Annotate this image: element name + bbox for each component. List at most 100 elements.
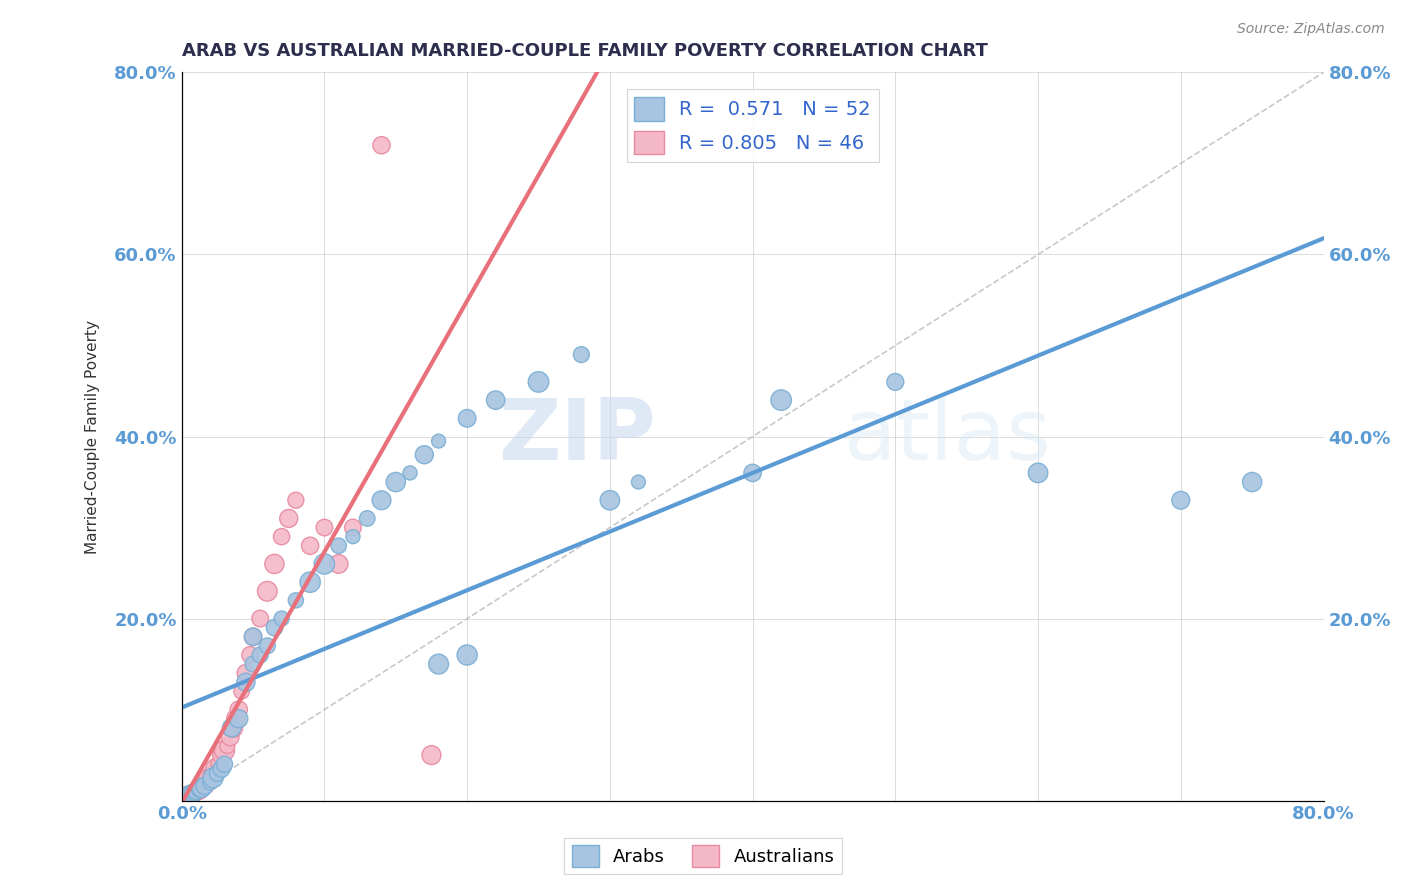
Point — [256, 639, 278, 653]
Point — [176, 789, 198, 804]
Point — [190, 780, 212, 795]
Point — [193, 779, 215, 793]
Point — [207, 766, 229, 780]
Point — [284, 493, 307, 508]
Point — [217, 739, 239, 753]
Point — [242, 657, 264, 671]
Point — [1241, 475, 1264, 489]
Point — [208, 757, 231, 772]
Point — [884, 375, 907, 389]
Point — [242, 630, 264, 644]
Text: ZIP: ZIP — [498, 395, 655, 478]
Point — [569, 348, 592, 362]
Point — [456, 411, 478, 425]
Point — [342, 530, 364, 544]
Point — [183, 785, 205, 799]
Point — [284, 593, 307, 607]
Point — [263, 557, 285, 571]
Point — [342, 520, 364, 534]
Point — [190, 780, 212, 795]
Point — [270, 611, 292, 625]
Point — [1026, 466, 1049, 480]
Text: Source: ZipAtlas.com: Source: ZipAtlas.com — [1237, 22, 1385, 37]
Point — [180, 787, 202, 801]
Point — [214, 757, 236, 772]
Point — [384, 475, 406, 489]
Point — [179, 788, 201, 802]
Point — [198, 772, 221, 786]
Point — [187, 782, 209, 797]
Point — [370, 138, 392, 153]
Point — [177, 789, 200, 803]
Point — [239, 648, 262, 662]
Point — [599, 493, 621, 508]
Point — [399, 466, 422, 480]
Point — [221, 721, 243, 735]
Point — [205, 762, 228, 776]
Point — [181, 786, 204, 800]
Point — [527, 375, 550, 389]
Point — [270, 530, 292, 544]
Point — [222, 721, 245, 735]
Point — [200, 768, 222, 782]
Point — [456, 648, 478, 662]
Point — [256, 584, 278, 599]
Point — [328, 539, 350, 553]
Point — [180, 787, 202, 801]
Point — [219, 730, 242, 744]
Point — [174, 790, 197, 805]
Point — [242, 630, 264, 644]
Point — [186, 783, 208, 797]
Point — [427, 657, 450, 671]
Point — [314, 557, 336, 571]
Point — [173, 792, 195, 806]
Point — [200, 775, 222, 789]
Point — [228, 703, 250, 717]
Point — [183, 785, 205, 799]
Point — [225, 712, 247, 726]
Point — [179, 788, 201, 802]
Point — [202, 771, 225, 785]
Point — [314, 520, 336, 534]
Point — [249, 611, 271, 625]
Point — [191, 780, 214, 794]
Point — [184, 784, 207, 798]
Text: atlas: atlas — [844, 395, 1052, 478]
Point — [328, 557, 350, 571]
Point — [172, 793, 194, 807]
Point — [741, 466, 763, 480]
Point — [427, 434, 450, 448]
Point — [172, 793, 194, 807]
Point — [214, 743, 236, 757]
Point — [420, 748, 443, 763]
Point — [188, 781, 211, 796]
Point — [770, 393, 793, 408]
Point — [184, 784, 207, 798]
Point — [176, 789, 198, 804]
Point — [202, 766, 225, 780]
Legend: R =  0.571   N = 52, R = 0.805   N = 46: R = 0.571 N = 52, R = 0.805 N = 46 — [627, 89, 879, 162]
Point — [211, 762, 233, 776]
Point — [194, 775, 217, 789]
Y-axis label: Married-Couple Family Poverty: Married-Couple Family Poverty — [86, 319, 100, 554]
Point — [627, 475, 650, 489]
Point — [299, 539, 322, 553]
Point — [228, 712, 250, 726]
Point — [263, 621, 285, 635]
Point — [195, 773, 218, 788]
Point — [235, 675, 257, 690]
Point — [174, 790, 197, 805]
Point — [299, 575, 322, 590]
Point — [177, 789, 200, 803]
Point — [193, 777, 215, 791]
Point — [249, 648, 271, 662]
Point — [173, 792, 195, 806]
Legend: Arabs, Australians: Arabs, Australians — [564, 838, 842, 874]
Point — [235, 666, 257, 681]
Point — [187, 782, 209, 797]
Point — [356, 511, 378, 525]
Point — [485, 393, 508, 408]
Point — [231, 684, 253, 698]
Point — [413, 448, 436, 462]
Point — [211, 748, 233, 763]
